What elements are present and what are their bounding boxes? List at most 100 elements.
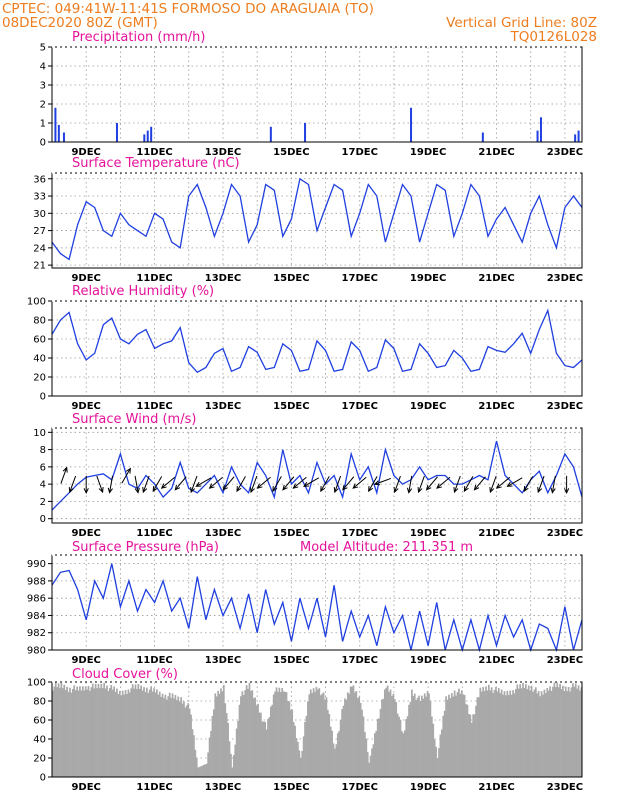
cloud-column [534, 687, 537, 777]
cloud-column [235, 728, 238, 777]
x-tick-label: 9DEC [71, 401, 100, 412]
y-tick-label: 20 [33, 754, 46, 765]
cloud-column [173, 698, 175, 777]
x-tick-label: 21DEC [478, 273, 514, 284]
cloud-column [312, 688, 315, 777]
cloud-column [241, 691, 244, 777]
cloud-column [231, 767, 234, 777]
cloud-column [114, 691, 117, 777]
cloud-column [325, 697, 328, 777]
cloud-column [210, 730, 212, 777]
cloud-column [271, 704, 274, 777]
wind-series-line [51, 440, 583, 511]
wind-arrow-shaft [236, 476, 246, 492]
cloud-column [570, 687, 573, 777]
cloud-column [147, 692, 150, 777]
cloud-column [505, 695, 507, 777]
wind-arrow-head [222, 484, 228, 491]
cloud-column [559, 683, 561, 777]
precip-bar [269, 126, 272, 142]
cloud-column [110, 685, 113, 777]
cloud-column [362, 716, 365, 777]
y-tick-label: 60 [33, 335, 46, 346]
cloud-column [418, 695, 420, 777]
cloud-column [171, 693, 174, 777]
cloud-column [282, 691, 285, 777]
cloud-column [335, 744, 338, 777]
cloud-column [506, 690, 509, 777]
y-tick-label: 40 [33, 354, 46, 365]
cloud-column [510, 694, 513, 777]
cloud-column [372, 744, 375, 777]
y-tick-label: 986 [27, 594, 46, 605]
wind-arrow-shaft [142, 475, 150, 493]
cloud-column [389, 689, 392, 777]
chart-title: Cloud Cover (%) [72, 667, 178, 682]
wind-arrow-shaft [342, 476, 355, 491]
cloud-column [208, 737, 211, 777]
cloud-column [73, 685, 76, 777]
cloud-column [462, 694, 465, 777]
y-tick-label: 5 [40, 43, 46, 54]
cloud-column [184, 707, 187, 777]
wind-arrow-head [563, 488, 570, 494]
y-tick-label: 0 [40, 773, 46, 784]
cloud-column [63, 684, 66, 777]
wind-arrow [506, 477, 523, 487]
cloud-column [406, 716, 409, 777]
wind-arrow-shaft [523, 476, 534, 492]
wind-arrow [152, 476, 163, 493]
wind-arrow [393, 475, 401, 494]
cloud-column [311, 693, 314, 777]
cloud-column [141, 690, 144, 777]
cloud-column [200, 766, 202, 777]
x-tick-label: 17DEC [342, 782, 378, 793]
cloud-column [274, 691, 276, 777]
wind-arrow-shaft [352, 476, 367, 489]
x-tick-label: 15DEC [273, 147, 309, 158]
cloud-column [449, 698, 452, 777]
cloud-column [222, 684, 225, 777]
chart-temp: Surface Temperature (nC) 21 24 27 30 33 36 9DEC… [33, 156, 583, 284]
cloud-column [318, 688, 321, 777]
cloud-column [100, 683, 103, 777]
wind-arrow-shaft [334, 475, 342, 493]
cloud-column [277, 691, 279, 777]
y-tick-label: 3 [40, 81, 46, 92]
wind-arrow [96, 475, 104, 494]
cloud-column [170, 697, 172, 777]
x-tick-label: 15DEC [273, 273, 309, 284]
cloud-column [554, 687, 557, 777]
cloud-column [364, 731, 366, 777]
wind-arrow-shaft [250, 475, 258, 493]
cloud-column [287, 701, 289, 777]
cloud-column [275, 687, 278, 777]
cloud-column [365, 738, 368, 777]
cloud-column [60, 682, 63, 777]
cloud-column [429, 700, 432, 777]
cloud-column [220, 688, 222, 777]
precip-bar [54, 107, 57, 142]
cloud-column [264, 721, 267, 777]
wind-arrow-shaft [474, 476, 486, 491]
y-tick-label: 982 [27, 628, 46, 639]
cloud-column [269, 706, 272, 777]
x-tick-label: 21DEC [478, 528, 514, 539]
cloud-column [331, 730, 333, 777]
cloud-column [477, 697, 480, 777]
cloud-column [240, 696, 242, 777]
cloud-column [64, 690, 67, 777]
cloud-column [338, 730, 341, 777]
cloud-column [513, 693, 516, 777]
cloud-column [137, 683, 140, 777]
cloud-column [143, 687, 145, 777]
y-tick-label: 60 [33, 716, 46, 727]
cloud-column [288, 701, 291, 777]
cloud-column [103, 682, 106, 777]
cloud-column [448, 694, 450, 777]
cloud-column [326, 709, 329, 777]
x-tick-label: 21DEC [478, 782, 514, 793]
y-tick-label: 27 [33, 226, 46, 237]
cloud-column [540, 691, 543, 777]
